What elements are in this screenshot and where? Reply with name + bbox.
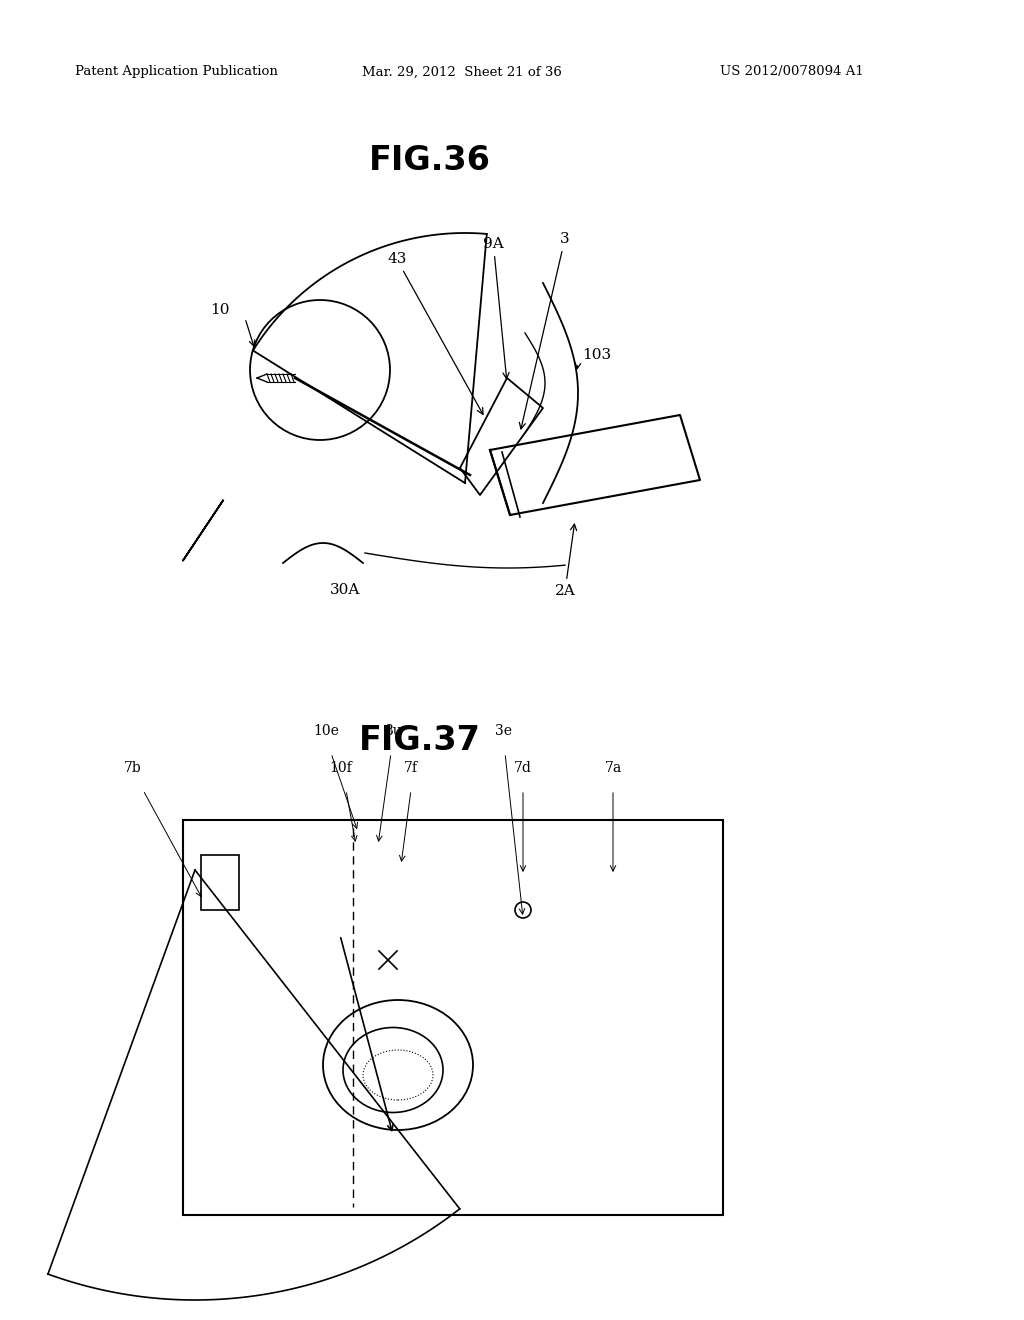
Text: 10: 10 bbox=[210, 304, 229, 317]
Text: 7a: 7a bbox=[604, 762, 622, 775]
Text: 7d: 7d bbox=[514, 762, 531, 775]
Text: 2A: 2A bbox=[555, 524, 577, 598]
Text: 103: 103 bbox=[582, 348, 611, 362]
Text: 7f: 7f bbox=[404, 762, 418, 775]
Text: Mar. 29, 2012  Sheet 21 of 36: Mar. 29, 2012 Sheet 21 of 36 bbox=[362, 66, 562, 78]
Text: 9A: 9A bbox=[483, 238, 509, 379]
Bar bbox=[201, 855, 239, 909]
Text: 10f: 10f bbox=[330, 762, 352, 775]
Text: 43: 43 bbox=[387, 252, 483, 414]
Text: US 2012/0078094 A1: US 2012/0078094 A1 bbox=[720, 66, 864, 78]
Text: 30A: 30A bbox=[330, 583, 360, 597]
Text: 10e: 10e bbox=[313, 723, 339, 738]
Text: 3: 3 bbox=[519, 232, 569, 429]
Text: FIG.37: FIG.37 bbox=[359, 723, 481, 756]
Text: FIG.36: FIG.36 bbox=[369, 144, 490, 177]
Text: 3e: 3e bbox=[495, 723, 512, 738]
Bar bbox=[183, 820, 723, 1214]
Text: Patent Application Publication: Patent Application Publication bbox=[75, 66, 278, 78]
Text: 7b: 7b bbox=[124, 762, 142, 775]
Text: 8u: 8u bbox=[384, 723, 401, 738]
